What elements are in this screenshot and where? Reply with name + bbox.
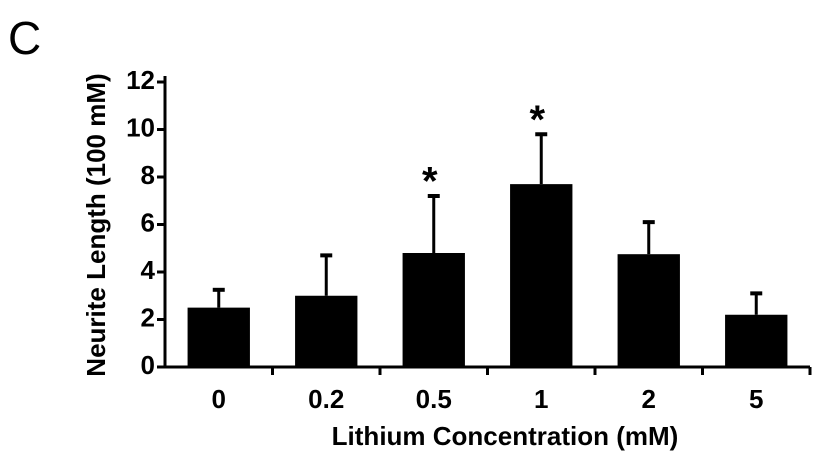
y-tick-label: 2: [141, 302, 155, 332]
bar: [617, 254, 680, 367]
y-tick-label: 8: [141, 160, 155, 190]
x-tick-label: 5: [749, 384, 763, 414]
bar: [187, 307, 250, 367]
y-tick-label: 10: [126, 112, 155, 142]
y-tick-label: 6: [141, 207, 155, 237]
annotation: *: [529, 98, 545, 142]
x-tick-label: 2: [642, 384, 656, 414]
x-tick-label: 0.5: [416, 384, 452, 414]
bar: [725, 314, 788, 367]
x-tick-label: 0: [212, 384, 226, 414]
x-tick-label: 1: [534, 384, 548, 414]
panel-label: C: [8, 12, 41, 64]
y-tick-label: 4: [141, 255, 156, 285]
bar: [402, 253, 465, 367]
bar: [295, 295, 358, 367]
x-tick-label: 0.2: [308, 384, 344, 414]
x-axis-label: Lithium Concentration (mM): [332, 421, 679, 451]
y-tick-label: 0: [141, 350, 155, 380]
y-tick-label: 12: [126, 65, 155, 95]
bar: [510, 184, 573, 367]
annotation: *: [422, 160, 438, 204]
y-axis-label: Neurite Length (100 mM): [81, 73, 111, 376]
